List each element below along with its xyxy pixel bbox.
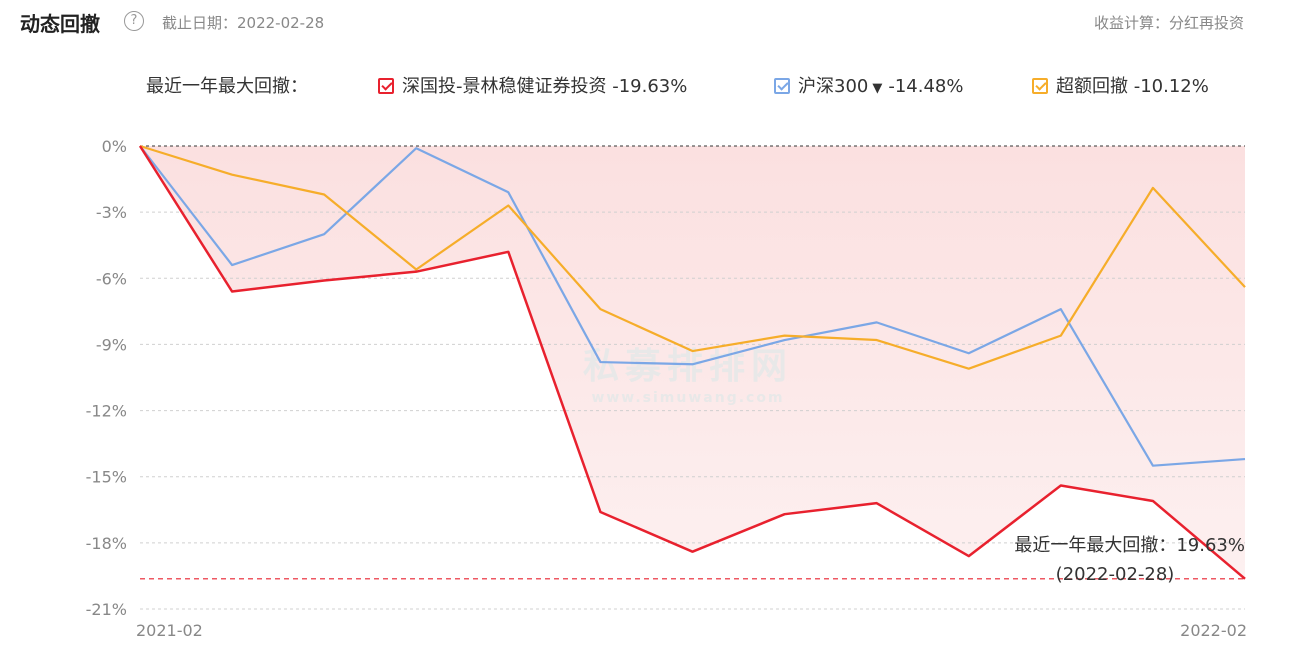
x-tick-label: 2022-02	[1180, 621, 1247, 640]
y-tick-label: 0%	[102, 137, 127, 156]
help-icon[interactable]: ?	[124, 11, 144, 31]
y-tick-label: -15%	[86, 468, 127, 487]
y-tick-label: -21%	[86, 600, 127, 619]
y-tick-label: -9%	[96, 335, 127, 354]
checkbox-icon[interactable]	[1032, 78, 1048, 94]
max-drawdown-date: (2022-02-28)	[1056, 564, 1175, 585]
x-tick-label: 2021-02	[136, 621, 203, 640]
legend-item-excess[interactable]: 超额回撤 -10.12%	[1032, 72, 1209, 98]
legend-value: -19.63%	[612, 76, 688, 97]
legend-label: 沪深300	[798, 76, 869, 97]
y-tick-label: -3%	[96, 203, 127, 222]
legend: 最近一年最大回撤： 深国投-景林稳健证券投资 -19.63% 沪深300 ▼ -14…	[146, 72, 1286, 98]
legend-label: 超额回撤	[1056, 76, 1128, 97]
dropdown-arrow-icon[interactable]: ▼	[872, 81, 883, 96]
chart-title: 动态回撤	[20, 12, 100, 36]
legend-value: -10.12%	[1133, 76, 1209, 97]
legend-value: -14.48%	[888, 76, 964, 97]
checkbox-icon[interactable]	[774, 78, 790, 94]
y-tick-label: -18%	[86, 534, 127, 553]
drawdown-area	[140, 146, 1245, 579]
chart-header: 动态回撤 ? 截止日期：2022-02-28 收益计算：分红再投资	[20, 8, 1280, 36]
y-tick-label: -6%	[96, 269, 127, 288]
legend-item-fund[interactable]: 深国投-景林稳健证券投资 -19.63%	[378, 72, 687, 98]
legend-label: 深国投-景林稳健证券投资	[402, 76, 607, 97]
y-tick-label: -12%	[86, 402, 127, 421]
max-drawdown-annotation: 最近一年最大回撤：19.63%	[1014, 535, 1245, 556]
checkbox-icon[interactable]	[378, 78, 394, 94]
cutoff-date: 截止日期：2022-02-28	[162, 14, 325, 32]
legend-title: 最近一年最大回撤：	[146, 76, 308, 97]
watermark: 私募排排网	[583, 346, 793, 387]
watermark-url: www.simuwang.com	[591, 390, 784, 406]
legend-item-index[interactable]: 沪深300 ▼ -14.48%	[774, 72, 964, 98]
calculation-method: 收益计算：分红再投资	[1093, 14, 1244, 32]
